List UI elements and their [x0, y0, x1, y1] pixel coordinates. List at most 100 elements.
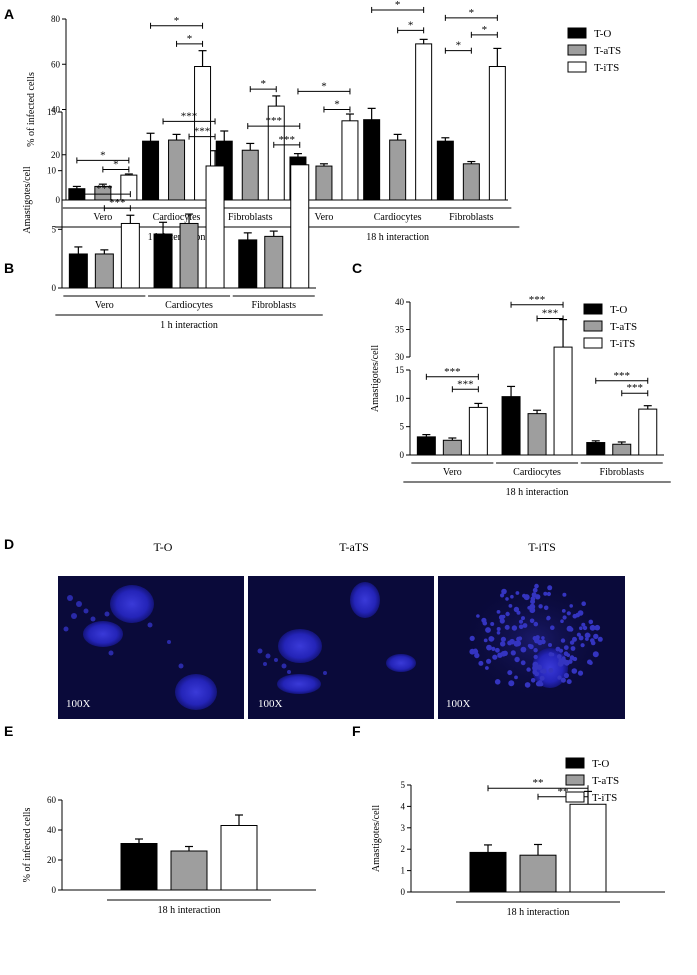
- y-axis-label: Amastigotes/cell: [22, 166, 33, 233]
- significance-label: *: [456, 40, 462, 52]
- amastigote-dot: [510, 594, 514, 599]
- bar-t-its: [415, 43, 433, 201]
- amastigote-dot: [571, 668, 578, 674]
- amastigote-dot: [500, 641, 506, 647]
- y-tick-label: 1: [401, 866, 406, 876]
- amastigote-dot: [532, 665, 538, 671]
- category-label: Fibroblasts: [228, 212, 273, 223]
- legend-label: T-iTS: [594, 62, 619, 74]
- amastigote-dot: [579, 626, 583, 630]
- panel-letter-a: A: [4, 6, 14, 22]
- amastigote-dot: [576, 632, 582, 637]
- amastigote-dot: [582, 625, 588, 631]
- category-label: Fibroblasts: [449, 212, 494, 223]
- chart-f: 18 h interaction ** ** 0 1 2 3 4 5 Amastigotes/ce…: [371, 757, 665, 918]
- amastigote-dot: [527, 606, 531, 610]
- amastigote-dot: [497, 652, 503, 658]
- amastigote-dot: [546, 615, 551, 621]
- amastigote-dot: [530, 596, 536, 602]
- legend-label: T-aTS: [594, 45, 621, 57]
- amastigote-dot: [593, 633, 599, 640]
- amastigote-dot: [577, 610, 584, 616]
- significance-label: ***: [444, 366, 461, 378]
- amastigote-dot: [485, 627, 491, 633]
- amastigote-dot: [492, 654, 498, 660]
- bar-t-ats: [462, 163, 480, 201]
- group-label: 18 h interaction: [158, 905, 221, 916]
- legend-label: T-aTS: [610, 321, 637, 333]
- amastigote-dot: [580, 643, 585, 648]
- significance-label: ***: [614, 370, 631, 382]
- bar-t-o: [238, 239, 258, 289]
- amastigote-dot: [533, 621, 539, 627]
- amastigote-dot: [523, 594, 530, 601]
- bar-t-its: [290, 164, 310, 289]
- amastigote-dot: [501, 588, 507, 595]
- amastigote-dot: [558, 658, 564, 663]
- category-label: Vero: [93, 212, 112, 223]
- significance-label: ***: [279, 134, 296, 146]
- amastigote-dot: [513, 606, 520, 613]
- amastigote-dot: [586, 633, 591, 638]
- significance-label: *: [334, 99, 340, 111]
- legend-label: T-iTS: [592, 792, 617, 804]
- amastigote-dot: [496, 631, 501, 635]
- legend-label: T-O: [592, 758, 609, 770]
- amastigote-dot: [590, 640, 596, 646]
- amastigote-dot: [495, 647, 500, 653]
- y-axis-label: Amastigotes/cell: [370, 345, 381, 412]
- amastigote-dot: [566, 679, 572, 685]
- y-tick-label: 20: [51, 150, 61, 160]
- bar-t-its: [220, 825, 258, 891]
- amastigote-dot: [469, 635, 475, 642]
- legend-label: T-O: [594, 28, 611, 40]
- micrograph-title-2: T-aTS: [339, 540, 369, 554]
- significance-label: ***: [109, 197, 126, 209]
- amastigote-dot: [474, 652, 480, 659]
- amastigote-dot: [578, 635, 584, 641]
- bar-t-o: [436, 140, 454, 201]
- significance-label: ***: [266, 115, 283, 127]
- bar-t-o: [68, 253, 88, 289]
- legend-swatch: [583, 320, 603, 332]
- category-label: Cardiocytes: [374, 212, 422, 223]
- significance-label: *: [469, 7, 475, 19]
- bar-t-o: [142, 140, 160, 201]
- bar-t-its: [553, 346, 573, 456]
- bar-t-ats: [442, 439, 462, 456]
- group-label: 1 h interaction: [160, 320, 218, 331]
- amastigote-dot: [540, 669, 544, 673]
- bar-t-ats: [315, 165, 333, 201]
- bar-t-o: [586, 442, 606, 456]
- y-axis-label: % of infected cells: [22, 808, 33, 883]
- significance-label: *: [482, 24, 488, 36]
- amastigote-dot: [526, 667, 531, 672]
- bar-t-o: [501, 396, 521, 456]
- micrograph-label-2: 100X: [258, 698, 283, 710]
- amastigote-dot: [581, 601, 586, 606]
- amastigote-dot: [548, 667, 554, 673]
- legend-label: T-aTS: [592, 775, 619, 787]
- y-tick-label: 15: [395, 365, 405, 375]
- category-label: Cardiocytes: [153, 212, 201, 223]
- significance-label: *: [321, 80, 327, 92]
- y-tick-label: 0: [400, 450, 405, 460]
- micrograph-label-1: 100X: [66, 698, 91, 710]
- micrograph-3: 100X: [438, 576, 625, 719]
- significance-label: *: [408, 19, 414, 31]
- y-tick-label: 0: [52, 283, 57, 293]
- significance-label: **: [558, 786, 569, 798]
- amastigote-dot: [473, 648, 478, 653]
- y-tick-label: 15: [47, 107, 57, 117]
- amastigote-dot: [496, 627, 501, 631]
- amastigote-dot: [585, 637, 589, 641]
- y-tick-label: 20: [47, 855, 57, 865]
- y-tick-label: 0: [401, 887, 406, 897]
- bar-t-its: [569, 803, 607, 893]
- panel-letter-b: B: [4, 260, 14, 276]
- amastigote-dot: [560, 638, 566, 643]
- amastigote-dot: [514, 656, 520, 663]
- amastigote-dot: [511, 625, 518, 631]
- amastigote-dot: [499, 618, 505, 624]
- amastigote-dot: [537, 639, 543, 646]
